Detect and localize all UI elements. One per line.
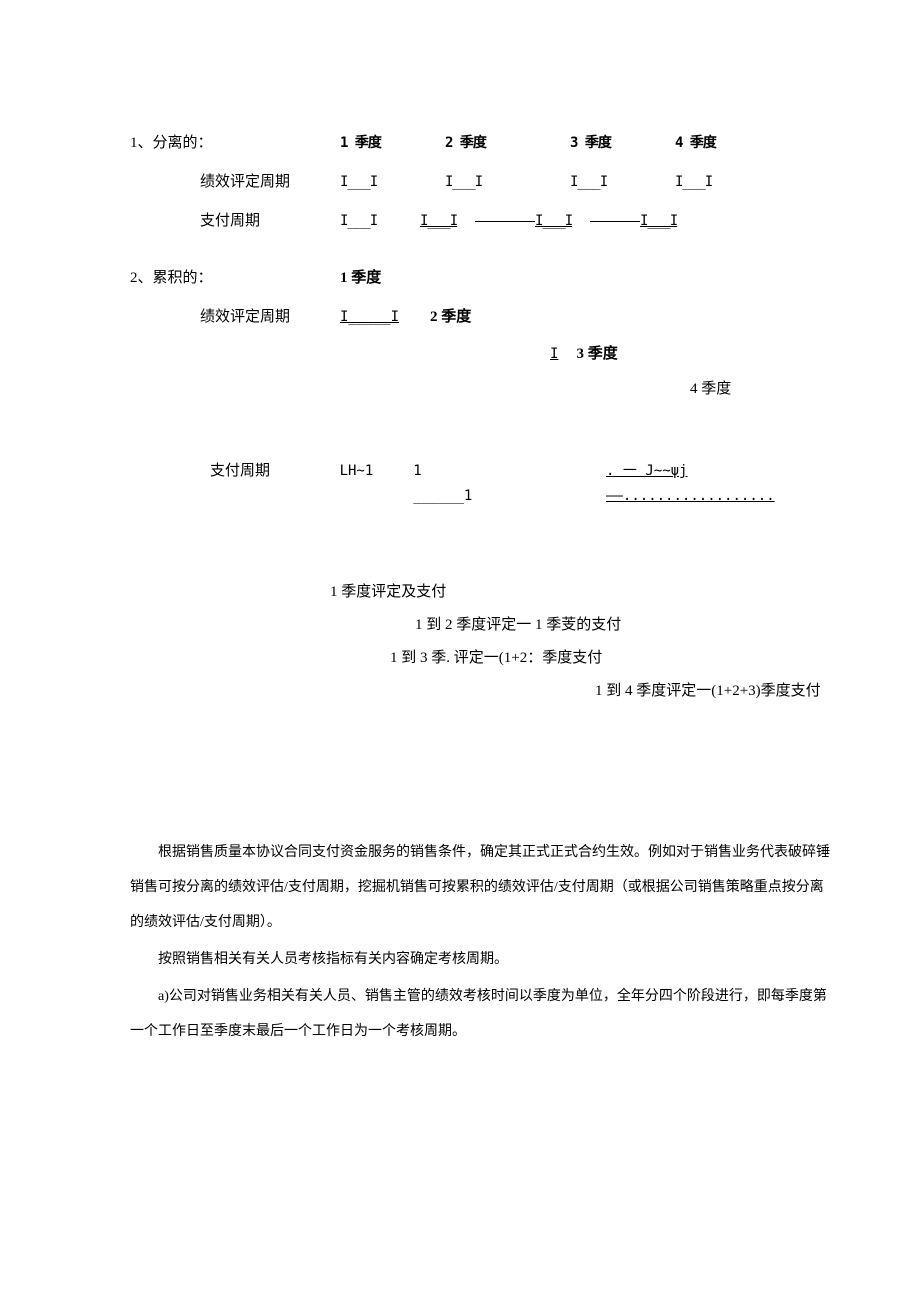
- pay-mark-q4: I___I: [640, 209, 695, 234]
- pay2-mark-3: . 一 J~~ψj——..................: [606, 459, 830, 509]
- section2-pay-label: 支付周期: [130, 458, 300, 485]
- section2-eval-label: 绩效评定周期: [130, 304, 340, 331]
- pay-mark-q3: I___I: [535, 209, 590, 234]
- paragraph-block: 根据销售质量本协议合同支付资金服务的销售条件，确定其正式正式合约生效。例如对于销…: [130, 835, 830, 1049]
- section1-eval-row: 绩效评定周期 I___I I___I I___I I___I: [130, 169, 830, 196]
- pay2-mark-1: LH~1: [340, 459, 374, 484]
- cumul-mark-2: I: [550, 342, 558, 367]
- eval-line-3: 1 到 3 季. 评定一(1+2：季度支付: [330, 645, 830, 672]
- section2-q3: 3 季度: [576, 341, 617, 368]
- eval-line-4: 1 到 4 季度评定一(1+2+3)季度支付: [330, 678, 830, 705]
- quarter-header-3: 3 季度: [570, 131, 625, 156]
- cumul-mark-1: I_____I: [340, 305, 410, 330]
- section1-header-row: 1、分离的： 1 季度 2 季度 3 季度 4 季度: [130, 130, 830, 157]
- pay-mark-q1: I___I: [340, 209, 395, 234]
- section2-q1: 1 季度: [340, 265, 381, 292]
- paragraph-1: 根据销售质量本协议合同支付资金服务的销售条件，确定其正式正式合约生效。例如对于销…: [130, 835, 830, 940]
- eval-mark-q3: I___I: [570, 170, 625, 195]
- pay2-mark-2: 1 ______1: [413, 459, 481, 509]
- section2-q2: 2 季度: [430, 304, 471, 331]
- section2-pay-row: 支付周期 LH~1 1 ______1 . 一 J~~ψj——.........…: [130, 458, 830, 509]
- quarter-header-1: 1 季度: [340, 131, 395, 156]
- evaluation-block: 1 季度评定及支付 1 到 2 季度评定一 1 季芰的支付 1 到 3 季. 评…: [130, 579, 830, 705]
- section1-eval-label: 绩效评定周期: [130, 169, 340, 196]
- eval-line-1: 1 季度评定及支付: [330, 579, 830, 606]
- section2-container: 2、累积的： 1 季度 绩效评定周期 I_____I 2 季度 I 3 季度 4…: [130, 265, 830, 509]
- eval-mark-q1: I___I: [340, 170, 395, 195]
- paragraph-2: 按照销售相关有关人员考核指标有关内容确定考核周期。: [130, 942, 830, 977]
- section2-q3-row: I 3 季度: [550, 341, 830, 368]
- pay-mark-q2: I___I: [420, 209, 475, 234]
- paragraph-3: a)公司对销售业务相关有关人员、销售主管的绩效考核时间以季度为单位，全年分四个阶…: [130, 979, 830, 1049]
- section2-q4-row: 4 季度: [690, 376, 830, 403]
- quarter-header-4: 4 季度: [675, 131, 730, 156]
- section2-label: 2、累积的：: [130, 265, 340, 292]
- section2-eval-row: 绩效评定周期 I_____I 2 季度: [130, 304, 830, 331]
- section1-pay-label: 支付周期: [130, 208, 340, 235]
- eval-mark-q2: I___I: [445, 170, 500, 195]
- quarter-header-2: 2 季度: [445, 131, 500, 156]
- eval-line-2: 1 到 2 季度评定一 1 季芰的支付: [330, 612, 830, 639]
- section2-header-row: 2、累积的： 1 季度: [130, 265, 830, 292]
- section2-q4: 4 季度: [690, 381, 731, 397]
- section1-label: 1、分离的：: [130, 130, 340, 157]
- eval-mark-q4: I___I: [675, 170, 730, 195]
- section1-pay-row: 支付周期 I___I I___I I___I I___I: [130, 208, 830, 235]
